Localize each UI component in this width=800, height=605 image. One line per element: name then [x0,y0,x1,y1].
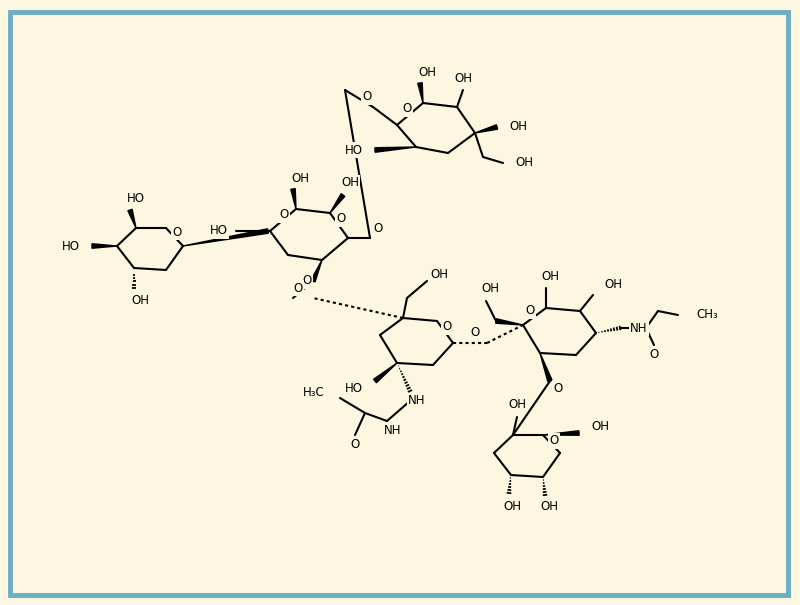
Text: OH: OH [503,500,521,514]
Text: O: O [550,434,558,448]
Text: O: O [302,275,312,287]
Text: O: O [374,221,382,235]
Text: O: O [279,209,289,221]
Text: O: O [442,321,452,333]
Text: O: O [362,91,372,103]
Text: OH: OH [604,278,622,292]
Text: O: O [402,102,412,116]
Polygon shape [475,125,498,133]
Text: OH: OH [508,399,526,411]
Polygon shape [418,83,423,103]
Text: HO: HO [62,240,80,252]
Text: HO: HO [345,143,363,157]
Text: OH: OH [481,283,499,295]
Polygon shape [290,189,296,209]
Text: O: O [350,439,360,451]
Text: O: O [650,348,658,362]
Text: OH: OH [418,67,436,79]
Text: OH: OH [454,71,472,85]
Polygon shape [374,363,397,383]
Text: NH: NH [408,394,426,408]
Text: NH: NH [384,425,402,437]
Text: NH: NH [630,321,647,335]
Text: OH: OH [540,500,558,514]
Polygon shape [330,194,345,213]
Text: OH: OH [509,120,527,134]
Polygon shape [128,209,136,228]
Polygon shape [496,319,523,325]
Text: O: O [336,212,346,226]
Polygon shape [375,147,416,152]
Text: OH: OH [541,270,559,284]
Text: O: O [554,382,562,394]
Text: HO: HO [345,382,363,396]
Text: OH: OH [591,420,609,434]
Polygon shape [311,260,322,282]
Text: H₃C: H₃C [303,387,325,399]
Text: HO: HO [210,224,228,238]
Polygon shape [540,353,552,382]
Text: O: O [470,327,480,339]
Polygon shape [183,229,268,246]
Text: OH: OH [131,293,149,307]
Text: OH: OH [430,269,448,281]
Text: O: O [526,304,534,318]
Text: O: O [294,281,302,295]
Text: OH: OH [515,157,533,169]
Text: HO: HO [127,192,145,204]
Polygon shape [543,431,579,435]
Text: OH: OH [291,171,309,185]
Text: O: O [172,226,182,238]
Text: OH: OH [341,177,359,189]
Polygon shape [92,244,117,248]
Text: CH₃: CH₃ [696,309,718,321]
